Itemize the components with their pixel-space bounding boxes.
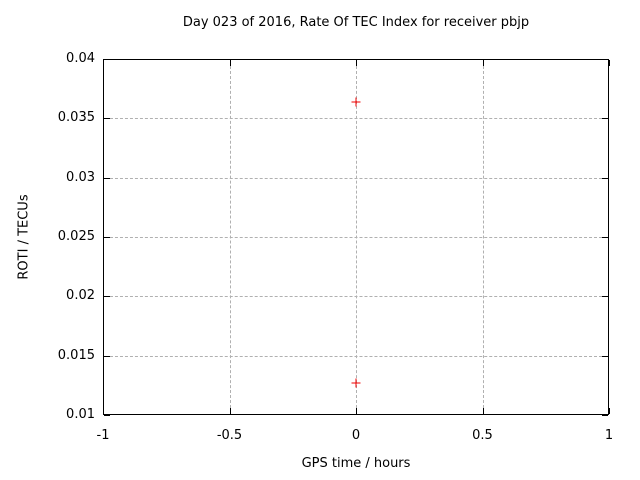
axis-tick: [609, 408, 610, 414]
axis-tick: [104, 355, 110, 357]
x-tick-label: 0: [351, 428, 361, 443]
data-point-marker: [351, 97, 361, 107]
gridline: [229, 61, 231, 413]
axis-tick: [602, 415, 608, 416]
axis-tick: [229, 408, 231, 414]
axis-tick: [104, 237, 110, 238]
axis-tick: [482, 408, 484, 414]
x-tick-label: -0.5: [216, 428, 243, 443]
x-tick-label: 0.5: [472, 428, 493, 443]
axis-tick: [104, 296, 110, 298]
x-tick-label: 1: [604, 428, 614, 443]
axis-tick: [602, 177, 608, 179]
y-tick-label: 0.025: [57, 229, 95, 244]
axis-tick: [104, 118, 110, 120]
y-tick-label: 0.01: [66, 407, 95, 422]
axis-tick: [482, 60, 484, 66]
y-tick-label: 0.04: [66, 51, 95, 66]
axis-tick: [104, 415, 110, 416]
y-tick-label: 0.035: [57, 110, 95, 126]
y-tick-label: 0.02: [66, 288, 95, 304]
gridline: [356, 61, 357, 413]
axis-tick: [229, 60, 231, 66]
axis-tick: [103, 408, 104, 414]
axis-tick: [356, 60, 357, 66]
axis-tick: [602, 59, 608, 60]
axis-tick: [103, 60, 104, 66]
axis-tick: [602, 118, 608, 120]
gridline: [482, 61, 484, 413]
axis-tick: [104, 177, 110, 179]
y-tick-label: 0.03: [66, 169, 95, 185]
chart-title: Day 023 of 2016, Rate Of TEC Index for r…: [182, 15, 530, 30]
axis-tick: [602, 355, 608, 357]
axis-tick: [356, 408, 357, 414]
x-axis-label: GPS time / hours: [301, 456, 411, 471]
plot-area: [103, 59, 609, 415]
axis-tick: [609, 60, 610, 66]
axis-tick: [104, 59, 110, 60]
y-tick-label: 0.015: [57, 347, 95, 363]
data-point-marker: [351, 378, 361, 388]
x-tick-label: -1: [96, 428, 110, 443]
axis-tick: [602, 296, 608, 298]
axis-tick: [602, 237, 608, 238]
